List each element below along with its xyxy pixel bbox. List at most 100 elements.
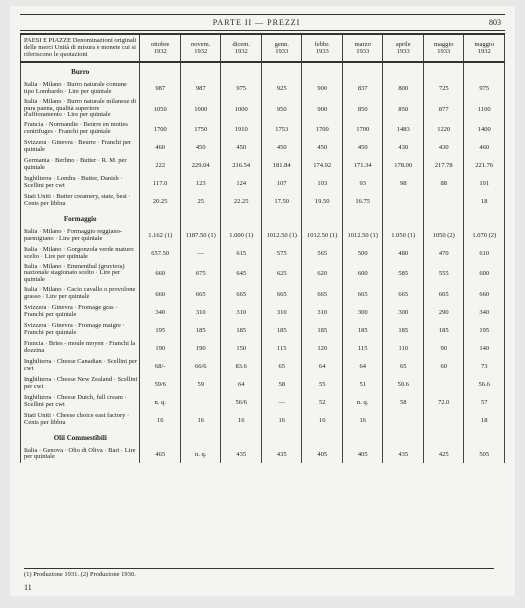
cell-value: 465 [140,445,181,463]
col-header-month: ottobre1932 [140,34,181,62]
col-header-month: aprile1933 [383,34,424,62]
row-label: Francia · Normandie · Beurre en mottes c… [21,120,140,138]
cell-value: 52 [302,393,343,411]
cell-value: 435 [261,445,302,463]
rule-top [20,14,505,15]
cell-value: 83.6 [221,357,262,375]
section-empty [342,429,383,445]
row-label: Francia · Bries - moule moyen · Franchi … [21,339,140,357]
section-title: Formaggio [21,210,140,226]
cell-value: 450 [261,138,302,156]
cell-value: 430 [423,138,464,156]
section-empty [464,429,505,445]
cell-value: — [180,245,221,263]
table-row: Inghilterra · Cheese Dutch, full cream ·… [21,393,505,411]
cell-value: 1.000 (1) [221,227,262,245]
cell-value: 58 [261,375,302,393]
cell-value: 800 [383,80,424,98]
cell-value: 181.84 [261,156,302,174]
cell-value: 500 [342,245,383,263]
cell-value: 1012.50 (1) [302,227,343,245]
cell-value: 16.75 [342,192,383,210]
cell-value: 56.6 [464,375,505,393]
section-empty [140,62,181,79]
cell-value: 115 [342,339,383,357]
cell-value: 665 [261,285,302,303]
col-header-month: novem.1932 [180,34,221,62]
cell-value: 450 [180,138,221,156]
cell-value: 1.162 (1) [140,227,181,245]
table-row: Stati Uniti · Cheese choice east factory… [21,411,505,429]
section-empty [180,210,221,226]
section-empty [221,210,262,226]
table-row: Inghilterra · Cheese New Zealand · Scell… [21,375,505,393]
cell-value: 185 [423,321,464,339]
cell-value: 1750 [180,120,221,138]
cell-value: 17.50 [261,192,302,210]
cell-value: 57 [464,393,505,411]
cell-value: 50.6 [383,375,424,393]
cell-value: 300 [342,303,383,321]
row-label: Italia · Milano · Formaggio reggiano-par… [21,227,140,245]
footnote: (1) Produzione 1931. (2) Produzione 1930… [24,568,494,578]
cell-value: 66/6 [180,357,221,375]
cell-value: 1753 [261,120,302,138]
table-row: Italia · Genova · Olio di Oliva · Bari ·… [21,445,505,463]
cell-value: 405 [342,445,383,463]
cell-value: 178.00 [383,156,424,174]
cell-value: 103 [302,174,343,192]
cell-value: 185 [180,321,221,339]
row-label: Italia · Milano · Emmenthal (gruviera) n… [21,263,140,285]
rule-under-header [20,30,505,31]
cell-value: 290 [423,303,464,321]
row-label: Stati Uniti · Butter creamery, state, be… [21,192,140,210]
section-empty [261,210,302,226]
cell-value: 987 [180,80,221,98]
row-label: Italia · Milano · Burro naturale milanes… [21,98,140,120]
cell-value: 217.78 [423,156,464,174]
cell-value: 110 [383,339,424,357]
cell-value: 185 [342,321,383,339]
cell-value: 665 [302,285,343,303]
table-row: Italia · Milano · Cacio cavallo o provol… [21,285,505,303]
cell-value: 1100 [464,98,505,120]
row-label: Svizzera · Ginevra · Beurre · Franchi pe… [21,138,140,156]
cell-value: 837 [342,80,383,98]
desc-header-text: PAESI E PIAZZE Denominazioni originali d… [24,37,136,58]
cell-value: 645 [221,263,262,285]
cell-value [423,375,464,393]
cell-value: 185 [261,321,302,339]
table-row: Inghilterra · Cheese Canadian · Scellini… [21,357,505,375]
cell-value: 64 [221,375,262,393]
cell-value [383,411,424,429]
cell-value: 1910 [221,120,262,138]
section-empty [180,429,221,445]
cell-value: 124 [221,174,262,192]
section-empty [342,210,383,226]
col-header-month: febbr.1933 [302,34,343,62]
cell-value: 900 [302,80,343,98]
row-label: Germania · Berlino · Butter · R. M. per … [21,156,140,174]
section-empty [423,62,464,79]
row-label: Stati Uniti · Cheese choice east factory… [21,411,140,429]
header-pagenum: 803 [489,18,501,27]
cell-value: 88 [423,174,464,192]
cell-value: 850 [383,98,424,120]
cell-value: 98 [383,174,424,192]
row-label: Italia · Milano · Cacio cavallo o provol… [21,285,140,303]
table-row: Italia · Milano · Gorgonzola verde matur… [21,245,505,263]
cell-value: 405 [302,445,343,463]
cell-value: 470 [423,245,464,263]
cell-value: 123 [180,174,221,192]
cell-value: 65 [261,357,302,375]
cell-value: 435 [383,445,424,463]
section-empty [261,429,302,445]
table-head: PAESI E PIAZZE Denominazioni originali d… [21,34,505,62]
row-label: Inghilterra · Cheese Dutch, full cream ·… [21,393,140,411]
row-label: Italia · Milano · Burro naturale comune … [21,80,140,98]
cell-value: 615 [221,245,262,263]
cell-value: 877 [423,98,464,120]
cell-value: 460 [140,138,181,156]
cell-value: 16 [221,411,262,429]
cell-value: 55 [302,375,343,393]
